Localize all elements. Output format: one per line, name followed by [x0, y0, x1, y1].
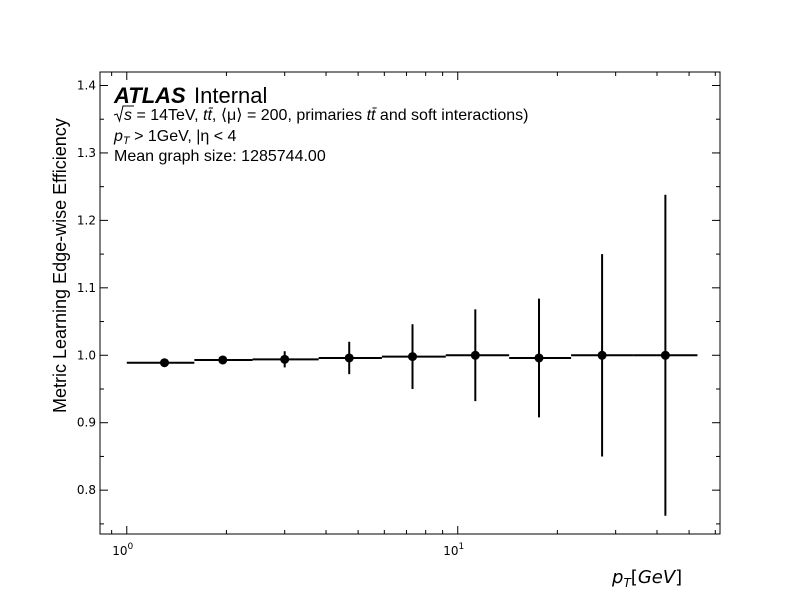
- y-axis-label: Metric Learning Edge-wise Efficiency: [50, 118, 70, 413]
- sqrt-s-text: s: [124, 107, 132, 124]
- y-tick-label: 1.4: [77, 78, 96, 92]
- pt-cut-text: > 1GeV, |η < 4: [130, 128, 237, 145]
- point-marker: [159, 358, 169, 368]
- y-tick-label: 1.1: [77, 281, 96, 295]
- x-label-gev: GeV: [638, 567, 677, 588]
- annotation-line-2: pT > 1GeV, |η < 4: [113, 128, 237, 147]
- data-point-2: [194, 355, 253, 365]
- pt-symbol: p: [113, 128, 123, 145]
- point-marker: [660, 350, 670, 360]
- data-point-1: [126, 358, 195, 368]
- point-marker: [408, 352, 418, 362]
- data-point-6: [445, 309, 510, 402]
- y-tick-label: 1.2: [77, 213, 96, 227]
- x-tick-exponent: 0: [128, 542, 134, 552]
- plot-frame: [99, 71, 721, 535]
- point-marker: [597, 350, 607, 360]
- y-tick-label: 1.0: [77, 348, 96, 362]
- x-label-p: p: [611, 567, 623, 588]
- internal-label: Internal: [194, 83, 267, 108]
- pileup-text: , ⟨μ⟩ = 200, primaries: [212, 107, 367, 124]
- soft-interactions-text: and soft interactions): [375, 107, 528, 124]
- x-label-close: ]: [675, 567, 682, 588]
- pt-subscript: T: [123, 135, 131, 147]
- annotation-line-3: Mean graph size: 1285744.00: [114, 148, 326, 165]
- data-point-3: [252, 351, 319, 368]
- data-layer: [126, 194, 698, 516]
- data-point-5: [381, 324, 446, 389]
- y-tick-label: 0.9: [77, 416, 96, 430]
- y-tick-label: 0.8: [77, 483, 96, 497]
- x-tick-base: 10: [443, 544, 458, 558]
- y-tick-label: 1.3: [77, 146, 96, 160]
- x-label-sub: T: [623, 576, 632, 590]
- point-marker: [470, 350, 480, 360]
- x-label-unit: [: [631, 567, 638, 588]
- atlas-label: ATLAS: [113, 83, 186, 108]
- x-tick-label: 101: [443, 542, 464, 558]
- ttbar-text-2: tt̄: [367, 107, 378, 124]
- x-axis-label: pT[GeV]: [611, 567, 682, 590]
- svg-text:s = 14TeV, tt̄, ⟨μ⟩ = 200, pri: s = 14TeV, tt̄, ⟨μ⟩ = 200, primaries tt̄…: [124, 107, 528, 124]
- point-marker: [344, 353, 354, 363]
- point-marker: [534, 353, 544, 363]
- data-point-9: [633, 194, 698, 516]
- point-marker: [218, 355, 228, 365]
- x-tick-label: 100: [112, 542, 133, 558]
- x-tick-base: 10: [112, 544, 127, 558]
- data-point-4: [318, 341, 382, 375]
- point-marker: [280, 354, 290, 364]
- data-point-7: [509, 298, 572, 418]
- annotation-line-1: s = 14TeV, tt̄, ⟨μ⟩ = 200, primaries tt̄…: [113, 105, 528, 124]
- sqrt-symbol: [113, 105, 134, 123]
- x-tick-exponent: 1: [459, 542, 465, 552]
- ttbar-text-1: tt̄: [203, 107, 214, 124]
- data-point-8: [571, 254, 634, 457]
- energy-text: = 14TeV,: [132, 107, 203, 124]
